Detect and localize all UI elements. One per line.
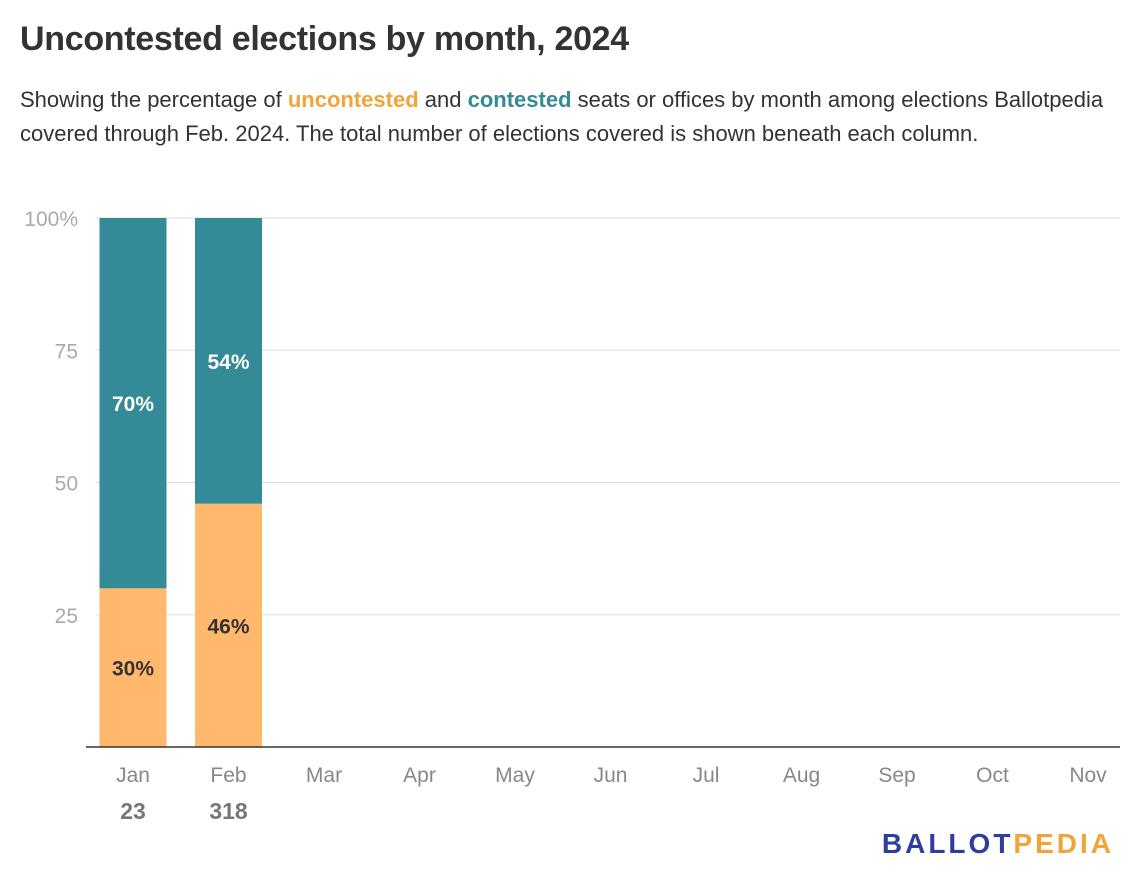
x-tick-label: May bbox=[495, 764, 535, 787]
bar-uncontested bbox=[99, 588, 167, 747]
chart-title: Uncontested elections by month, 2024 bbox=[20, 20, 629, 58]
y-tick-label: 50 bbox=[55, 473, 78, 496]
subtitle-part2: and bbox=[418, 87, 468, 112]
bar-contested bbox=[195, 218, 262, 504]
x-tick-label: Jul bbox=[693, 764, 720, 787]
subtitle-part3: seats or offices by month among election… bbox=[20, 87, 1104, 146]
x-tick-label: Sep bbox=[878, 764, 915, 787]
y-tick-label: 25 bbox=[55, 605, 78, 628]
bar-label-uncontested: 30% bbox=[112, 658, 154, 681]
x-tick-label: Aug bbox=[783, 764, 820, 787]
bar-label-contested: 70% bbox=[112, 393, 154, 416]
logo-ballot: BALLOT bbox=[881, 828, 1014, 859]
bar-contested bbox=[99, 218, 167, 589]
y-tick-label: 100% bbox=[24, 208, 78, 231]
election-count-label: 23 bbox=[120, 798, 146, 824]
x-tick-label: Mar bbox=[306, 764, 342, 787]
x-tick-label: Feb bbox=[210, 764, 246, 787]
logo-pedia: PEDIA bbox=[1013, 828, 1114, 859]
y-tick-label: 75 bbox=[55, 340, 78, 363]
ballotpedia-logo: BALLOTPEDIA bbox=[882, 828, 1114, 860]
x-tick-label: Oct bbox=[976, 764, 1009, 787]
bar-label-contested: 54% bbox=[207, 351, 249, 374]
x-tick-label: Apr bbox=[403, 764, 436, 787]
bar-uncontested bbox=[195, 503, 262, 747]
bar-label-uncontested: 46% bbox=[207, 615, 249, 638]
subtitle-contested-word: contested bbox=[467, 87, 572, 112]
subtitle-uncontested-word: uncontested bbox=[287, 87, 419, 112]
election-count-label: 318 bbox=[209, 798, 248, 824]
x-tick-label: Nov bbox=[1069, 764, 1107, 787]
x-tick-label: Jun bbox=[594, 764, 628, 787]
subtitle-part1: Showing the percentage of bbox=[20, 87, 288, 112]
x-tick-label: Jan bbox=[116, 764, 150, 787]
chart-subtitle: Showing the percentage of uncontested an… bbox=[20, 83, 1120, 151]
